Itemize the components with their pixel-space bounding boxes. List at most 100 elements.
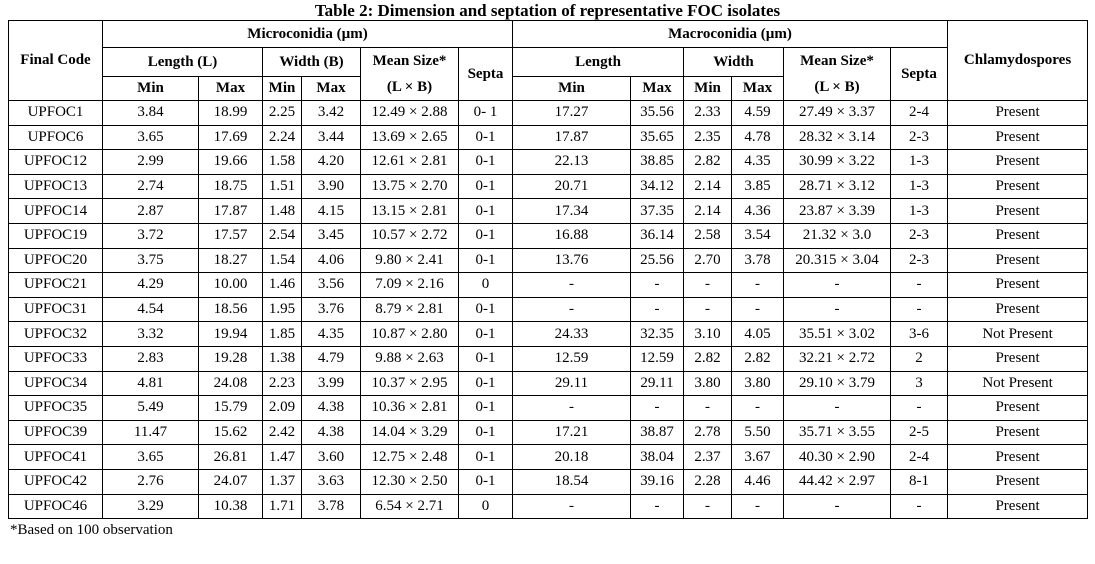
cell-final-code: UPFOC42 <box>8 468 103 495</box>
table-row: UPFOC42 2.76 24.07 1.37 3.63 12.30 × 2.50 0-1 1… <box>8 468 1089 495</box>
table-row: UPFOC32 3.32 19.94 1.85 4.35 10.87 × 2.80 0-1 2… <box>8 321 1089 347</box>
cell-micro-mean-size: 9.88 × 2.63 <box>360 345 459 372</box>
cell-micro-width-max: 3.90 <box>301 173 361 200</box>
cell-chlamydospores: Present <box>947 124 1089 151</box>
cell-final-code: UPFOC12 <box>8 149 103 175</box>
header-final-code: Final Code <box>8 20 103 101</box>
cell-micro-width-max: 4.38 <box>301 419 361 446</box>
cell-chlamydospores: Present <box>947 444 1089 470</box>
header-macro-width: Width <box>683 47 784 77</box>
cell-final-code: UPFOC35 <box>8 395 103 421</box>
header-micro-septa: Septa <box>458 47 513 101</box>
cell-macro-width-min: 2.14 <box>683 198 732 224</box>
cell-macro-mean-size: 30.99 × 3.22 <box>783 149 891 175</box>
cell-macro-width-min: 2.58 <box>683 222 732 249</box>
cell-macro-length-min: 17.87 <box>512 124 631 151</box>
header-micro-length-min: Min <box>102 76 199 101</box>
cell-micro-length-min: 2.83 <box>102 345 199 372</box>
cell-macro-length-min: 29.11 <box>512 370 631 397</box>
cell-macro-width-max: 5.50 <box>731 419 784 446</box>
cell-macro-length-max: 25.56 <box>630 247 684 274</box>
cell-macro-septa: 1-3 <box>889 149 949 175</box>
cell-micro-length-max: 24.08 <box>198 370 263 397</box>
cell-macro-length-min: 17.27 <box>512 100 631 126</box>
cell-macro-septa: 2-3 <box>889 222 949 249</box>
header-micro-width: Width (B) <box>262 47 361 77</box>
cell-macro-width-max: 4.59 <box>731 100 784 126</box>
cell-final-code: UPFOC46 <box>8 493 103 520</box>
cell-macro-septa: 8-1 <box>889 468 949 495</box>
cell-micro-length-min: 4.29 <box>102 272 199 298</box>
cell-chlamydospores: Present <box>947 493 1089 520</box>
cell-micro-length-min: 3.65 <box>102 124 199 151</box>
cell-macro-width-min: 2.82 <box>683 345 732 372</box>
cell-micro-septa: 0-1 <box>458 173 513 200</box>
cell-micro-width-min: 2.42 <box>262 419 302 446</box>
cell-macro-mean-size: 28.32 × 3.14 <box>783 124 891 151</box>
header-micro-mean-size-line1: Mean Size* <box>372 53 447 69</box>
table-row: UPFOC41 3.65 26.81 1.47 3.60 12.75 × 2.48 0-1 2… <box>8 444 1089 470</box>
cell-final-code: UPFOC1 <box>8 100 103 126</box>
cell-final-code: UPFOC14 <box>8 198 103 224</box>
cell-chlamydospores: Present <box>947 345 1089 372</box>
cell-macro-length-min: 24.33 <box>512 321 631 347</box>
cell-macro-length-min: 17.21 <box>512 419 631 446</box>
cell-macro-width-min: - <box>683 296 732 323</box>
cell-micro-width-max: 4.79 <box>301 345 361 372</box>
cell-macro-septa: - <box>889 272 949 298</box>
cell-micro-mean-size: 13.69 × 2.65 <box>360 124 459 151</box>
cell-macro-width-min: 2.82 <box>683 149 732 175</box>
cell-macro-length-min: - <box>512 272 631 298</box>
cell-macro-width-min: 2.70 <box>683 247 732 274</box>
cell-micro-width-min: 2.23 <box>262 370 302 397</box>
cell-chlamydospores: Present <box>947 100 1089 126</box>
cell-micro-length-min: 11.47 <box>102 419 199 446</box>
cell-final-code: UPFOC21 <box>8 272 103 298</box>
cell-macro-septa: 2-3 <box>889 124 949 151</box>
cell-micro-mean-size: 10.87 × 2.80 <box>360 321 459 347</box>
cell-macro-width-max: 3.85 <box>731 173 784 200</box>
cell-chlamydospores: Present <box>947 296 1089 323</box>
cell-micro-septa: 0 <box>458 272 513 298</box>
cell-macro-width-min: 2.37 <box>683 444 732 470</box>
cell-micro-length-max: 10.00 <box>198 272 263 298</box>
cell-micro-mean-size: 13.15 × 2.81 <box>360 198 459 224</box>
cell-micro-width-min: 1.51 <box>262 173 302 200</box>
cell-micro-septa: 0-1 <box>458 321 513 347</box>
cell-macro-width-min: 3.10 <box>683 321 732 347</box>
cell-micro-mean-size: 12.30 × 2.50 <box>360 468 459 495</box>
cell-macro-septa: 2-3 <box>889 247 949 274</box>
cell-micro-width-min: 2.24 <box>262 124 302 151</box>
cell-micro-septa: 0-1 <box>458 198 513 224</box>
cell-macro-mean-size: - <box>783 296 891 323</box>
cell-micro-length-min: 3.75 <box>102 247 199 274</box>
cell-macro-width-max: 3.78 <box>731 247 784 274</box>
cell-macro-mean-size: - <box>783 395 891 421</box>
cell-macro-width-max: 3.80 <box>731 370 784 397</box>
cell-micro-length-min: 3.84 <box>102 100 199 126</box>
cell-final-code: UPFOC13 <box>8 173 103 200</box>
cell-micro-length-min: 2.74 <box>102 173 199 200</box>
cell-chlamydospores: Not Present <box>947 321 1089 347</box>
cell-macro-septa: 2 <box>889 345 949 372</box>
cell-micro-width-max: 3.78 <box>301 493 361 520</box>
cell-macro-length-max: 39.16 <box>630 468 684 495</box>
cell-macro-mean-size: 21.32 × 3.0 <box>783 222 891 249</box>
cell-macro-septa: 2-5 <box>889 419 949 446</box>
cell-micro-mean-size: 12.75 × 2.48 <box>360 444 459 470</box>
cell-macro-width-max: 4.05 <box>731 321 784 347</box>
cell-macro-septa: - <box>889 395 949 421</box>
cell-micro-septa: 0- 1 <box>458 100 513 126</box>
table-row: UPFOC13 2.74 18.75 1.51 3.90 13.75 × 2.70 0-1 2… <box>8 173 1089 200</box>
header-macro-length-max: Max <box>630 76 684 101</box>
cell-macro-length-min: 13.76 <box>512 247 631 274</box>
cell-chlamydospores: Present <box>947 149 1089 175</box>
cell-micro-length-min: 5.49 <box>102 395 199 421</box>
cell-macro-width-min: - <box>683 395 732 421</box>
cell-macro-width-min: 2.33 <box>683 100 732 126</box>
cell-micro-mean-size: 8.79 × 2.81 <box>360 296 459 323</box>
cell-macro-width-max: 3.54 <box>731 222 784 249</box>
header-micro-mean-size: Mean Size* (L × B) <box>360 47 459 101</box>
header-macro-mean-size-line2: (L × B) <box>814 79 860 95</box>
